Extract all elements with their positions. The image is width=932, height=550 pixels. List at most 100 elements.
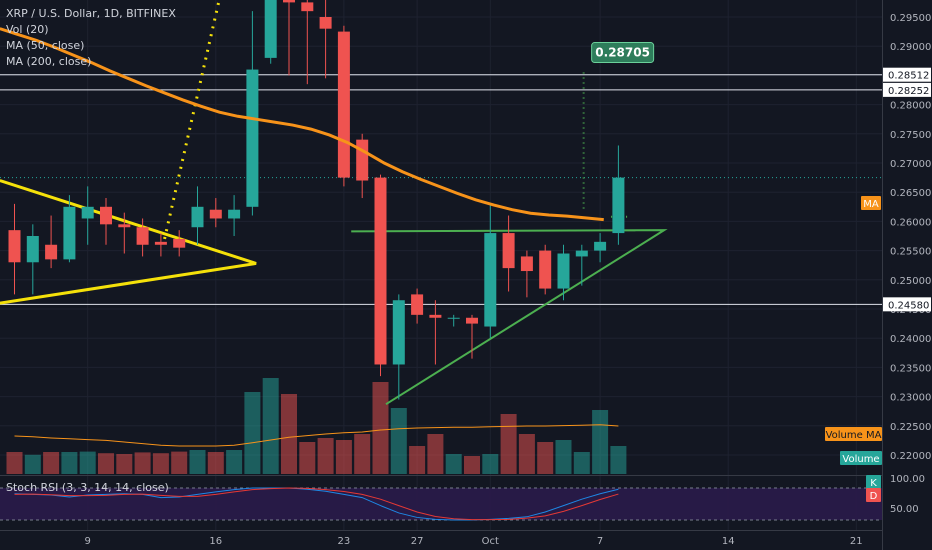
volume-bar: [354, 434, 371, 474]
candle-body: [520, 256, 533, 272]
candle-body: [81, 206, 94, 219]
rsi-k-line: [14, 487, 619, 521]
volume-bar: [207, 452, 224, 474]
price-tick-label: 0.22000: [890, 451, 931, 462]
price-tick-label: 0.29000: [890, 42, 931, 53]
volume-bar: [281, 394, 297, 474]
candle-body: [429, 314, 442, 318]
volume-bar: [79, 451, 96, 474]
candle-body: [539, 250, 552, 289]
volume-bar: [482, 454, 499, 474]
volume-bar: [390, 408, 407, 474]
price-tick-label: 0.24000: [890, 334, 931, 345]
d-badge: [866, 488, 881, 502]
level-badge: [883, 67, 931, 82]
time-tick-label: 16: [209, 536, 222, 547]
candle-body: [392, 300, 405, 365]
axis-badges: MA Volume MA Volume KD: [825, 196, 882, 502]
candle-body: [374, 177, 387, 365]
price-callout-box: [591, 42, 655, 64]
d-badge-label: D: [870, 491, 878, 502]
candle-body: [502, 233, 515, 269]
symbol-title[interactable]: XRP / U.S. Dollar, 1D, BITFINEX: [6, 7, 176, 20]
volume-bar: [500, 414, 517, 474]
chart-legend: XRP / U.S. Dollar, 1D, BITFINEX Vol (20)…: [6, 6, 176, 70]
ma-lines: [0, 27, 604, 222]
rsi-d-line: [14, 487, 619, 521]
volume-bar: [189, 450, 206, 474]
candle-body: [246, 69, 259, 207]
ma-badge: [861, 196, 881, 210]
volume-bar: [445, 454, 462, 474]
volume-bar: [592, 410, 609, 474]
price-callout-label: 0.28705: [595, 46, 650, 60]
k-badge-label: K: [870, 478, 877, 489]
time-tick-label: 21: [850, 536, 863, 547]
volume-bar: [372, 382, 389, 474]
candle-body: [575, 250, 588, 257]
ma-badge-label: MA: [863, 199, 879, 210]
time-tick-label: 9: [85, 536, 91, 547]
price-tick-label: 0.25000: [890, 276, 931, 287]
ma-line: [0, 27, 604, 222]
volume-ma-badge: [825, 427, 882, 441]
candle-body: [26, 236, 39, 263]
candle-body: [8, 230, 21, 263]
time-tick-label: 7: [597, 536, 603, 547]
time-axis[interactable]: 9 16 23 27 Oct 7 14 21: [85, 536, 863, 547]
grid: [0, 0, 883, 550]
price-tick-label: 0.25500: [890, 247, 931, 258]
volume-bar: [317, 438, 334, 474]
k-badge: [866, 475, 881, 489]
candle-body: [283, 0, 295, 3]
volume-bar: [152, 453, 169, 474]
volume-badge: [840, 451, 882, 465]
candle-body: [356, 139, 369, 181]
volume-bar: [409, 446, 426, 474]
volume-bar: [335, 440, 352, 474]
candle-body: [484, 233, 497, 327]
volume-bar: [116, 454, 133, 474]
volume-bar: [537, 442, 554, 474]
candle-body: [264, 0, 277, 58]
candle-body: [411, 294, 424, 315]
vol-legend[interactable]: Vol (20): [6, 23, 49, 36]
price-tick-label: 0.26500: [890, 188, 931, 199]
level-badge-label: 0.28512: [888, 71, 929, 82]
candle-body: [209, 209, 222, 219]
ma50-legend[interactable]: MA (50, close): [6, 39, 85, 52]
horizontal-lines[interactable]: [0, 74, 882, 305]
candle-body: [319, 17, 332, 29]
price-tick-label: 0.22500: [890, 422, 931, 433]
volume-bar: [24, 454, 41, 474]
candle-body: [63, 206, 76, 260]
time-tick-label: 14: [722, 536, 735, 547]
level-badge: [883, 82, 931, 97]
time-tick-label: 23: [338, 536, 351, 547]
volume-bar: [262, 378, 279, 474]
candle-body: [154, 241, 167, 245]
candle-body: [136, 227, 149, 245]
candle-body: [228, 209, 241, 219]
rsi-tick-label: 100.00: [890, 474, 925, 485]
stoch-rsi-pane: [0, 487, 882, 521]
volume-bar: [518, 434, 535, 474]
level-badge: [883, 297, 931, 312]
ma200-legend[interactable]: MA (200, close): [6, 55, 92, 68]
time-tick-label: Oct: [482, 536, 499, 547]
price-tick-label: 0.29500: [890, 13, 931, 24]
price-axis[interactable]: 0.295000.290000.285000.280000.275000.270…: [883, 0, 932, 550]
volume-bar: [226, 450, 243, 474]
stoch-rsi-legend[interactable]: Stoch RSI (3, 3, 14, 14, close): [6, 481, 169, 494]
price-tick-label: 0.23500: [890, 363, 931, 374]
volume-bar: [134, 452, 151, 474]
level-badge-label: 0.24580: [888, 300, 929, 311]
volume-bar: [98, 453, 114, 474]
volume-bar: [299, 442, 316, 474]
candle-body: [45, 244, 58, 260]
volume-bar: [555, 440, 572, 474]
candle-body: [100, 206, 112, 225]
candle-body: [118, 224, 131, 228]
candle-body: [173, 238, 186, 248]
